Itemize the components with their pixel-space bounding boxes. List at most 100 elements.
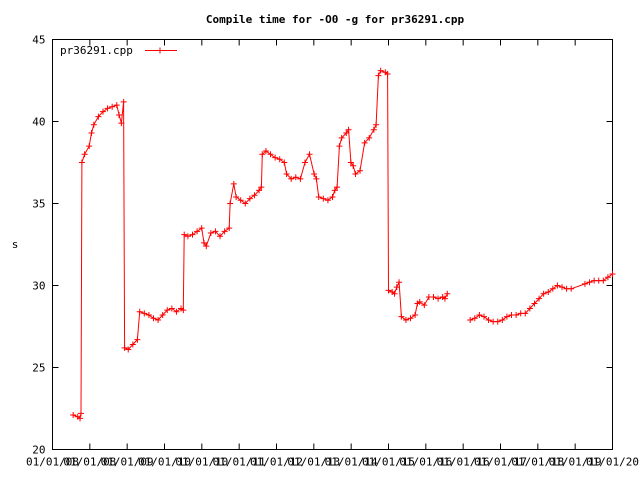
- data-point: [407, 315, 414, 322]
- data-point: [246, 195, 253, 202]
- data-point: [366, 134, 373, 141]
- data-point: [441, 295, 448, 302]
- data-point: [155, 316, 162, 323]
- data-point: [471, 315, 478, 322]
- data-point: [361, 139, 368, 146]
- data-point: [581, 280, 588, 287]
- data-point: [373, 121, 380, 128]
- chart-title: Compile time for -O0 -g for pr36291.cpp: [206, 13, 465, 26]
- data-point: [513, 312, 520, 319]
- data-point: [120, 98, 127, 105]
- data-point: [113, 102, 120, 109]
- data-point: [267, 151, 274, 158]
- data-point: [416, 298, 423, 305]
- data-point: [485, 316, 492, 323]
- y-tick-label: 30: [32, 280, 45, 293]
- data-point: [198, 225, 205, 232]
- data-point: [412, 312, 419, 319]
- y-tick-label: 40: [32, 116, 45, 129]
- data-point: [385, 287, 392, 294]
- data-point: [276, 156, 283, 163]
- x-tick-label: 01/01/13: [287, 456, 340, 469]
- data-point: [604, 274, 611, 281]
- data-point: [398, 313, 405, 320]
- data-point: [134, 336, 141, 343]
- data-point: [499, 316, 506, 323]
- data-point: [384, 70, 391, 77]
- data-point: [559, 284, 566, 291]
- data-point: [203, 243, 210, 250]
- data-point: [256, 187, 263, 194]
- data-point: [352, 170, 359, 177]
- data-point: [377, 67, 384, 74]
- plot-frame: [52, 39, 613, 450]
- data-point: [237, 197, 244, 204]
- data-point: [173, 308, 180, 315]
- y-axis: 20 25 30 35 40 45: [32, 34, 613, 457]
- data-point: [396, 279, 403, 286]
- legend-marker: [157, 47, 163, 54]
- data-point: [77, 415, 84, 422]
- data-point: [281, 159, 288, 166]
- data-point: [77, 410, 84, 417]
- data-point: [375, 72, 382, 79]
- data-point: [421, 302, 428, 309]
- data-point: [444, 290, 451, 297]
- x-tick-label: 01/01/17: [474, 456, 527, 469]
- data-point: [242, 200, 249, 207]
- data-point: [145, 312, 152, 319]
- data-point: [494, 318, 501, 325]
- x-tick-label: 01/01/11: [213, 456, 266, 469]
- data-point: [164, 307, 171, 314]
- data-point: [350, 162, 357, 169]
- data-point: [258, 184, 265, 191]
- data-point: [104, 105, 111, 112]
- data-point: [331, 187, 338, 194]
- data-point: [272, 154, 279, 161]
- x-tick-label: 01/01/16: [437, 456, 490, 469]
- data-point: [609, 271, 616, 278]
- y-tick-label: 20: [32, 444, 45, 457]
- data-point: [329, 193, 336, 200]
- data-point: [549, 285, 556, 292]
- data-point: [81, 151, 88, 158]
- data-point: [430, 293, 437, 300]
- data-point: [194, 228, 201, 235]
- data-point: [233, 193, 240, 200]
- data-point: [402, 316, 409, 323]
- data-point: [315, 193, 322, 200]
- series-line: [470, 273, 613, 323]
- data-point: [435, 295, 442, 302]
- data-point: [347, 159, 354, 166]
- legend: pr36291.cpp: [60, 44, 177, 57]
- data-point: [150, 315, 157, 322]
- data-point: [88, 129, 95, 136]
- x-tick-label: 01/01/15: [362, 456, 415, 469]
- data-point: [118, 120, 125, 127]
- data-point: [180, 307, 187, 314]
- data-point: [336, 143, 343, 150]
- data-point: [370, 126, 377, 133]
- data-point: [334, 184, 341, 191]
- x-tick-label: 01/01/16: [399, 456, 452, 469]
- y-tick-label: 35: [32, 198, 45, 211]
- data-point: [129, 341, 136, 348]
- x-tick-label: 01/01/10: [138, 456, 191, 469]
- data-point: [311, 170, 318, 177]
- data-point: [540, 290, 547, 297]
- data-point: [86, 143, 93, 150]
- data-point: [217, 233, 224, 240]
- data-point: [522, 310, 529, 317]
- data-point: [476, 312, 483, 319]
- data-point: [181, 231, 188, 238]
- x-tick-label: 01/01/08: [26, 456, 79, 469]
- data-point: [568, 285, 575, 292]
- data-point: [531, 300, 538, 307]
- x-tick-label: 01/01/08: [63, 456, 116, 469]
- x-tick-label: 01/01/18: [511, 456, 564, 469]
- x-axis: 01/01/0801/01/0801/01/0901/01/1001/01/10…: [26, 39, 639, 469]
- data-point: [207, 230, 214, 237]
- data-point: [393, 284, 400, 291]
- data-point: [184, 233, 191, 240]
- data-point: [480, 313, 487, 320]
